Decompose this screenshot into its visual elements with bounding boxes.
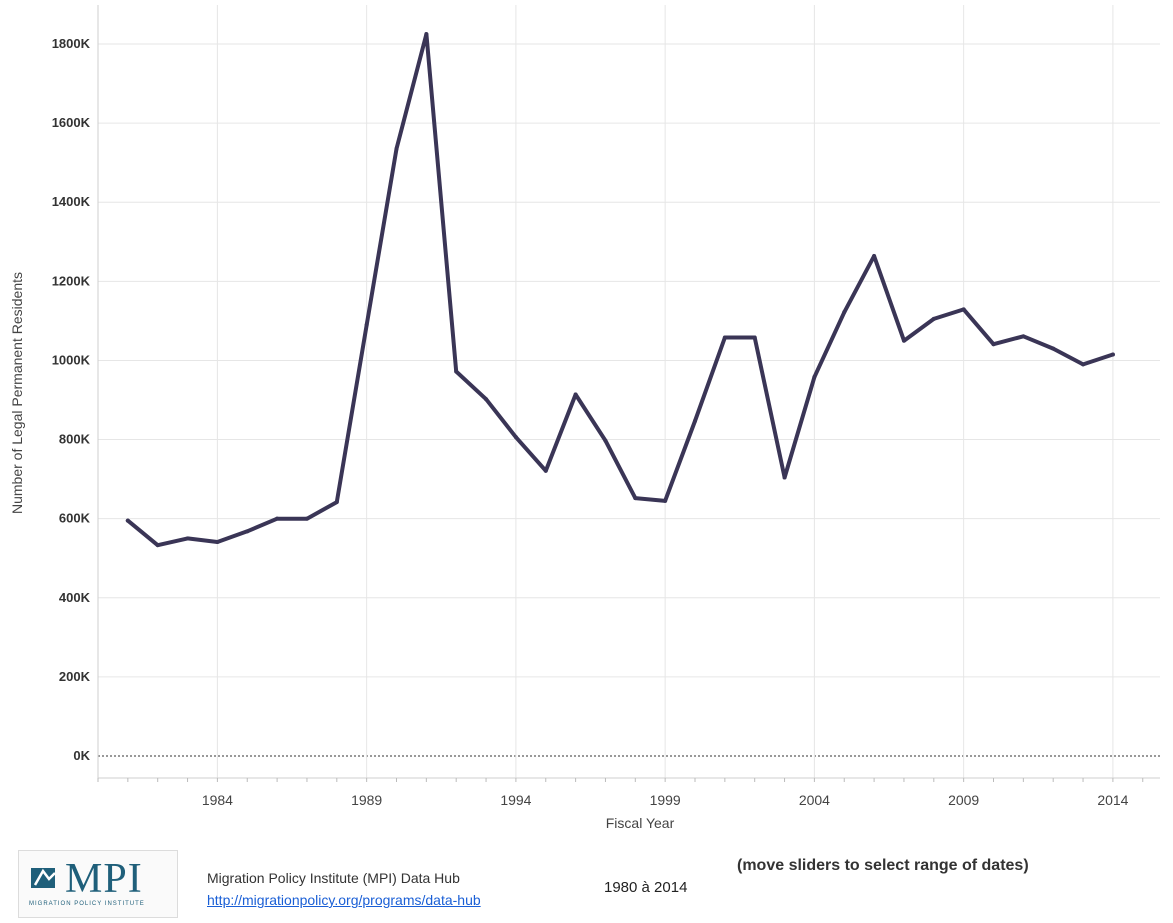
y-tick-label: 1200K: [52, 273, 91, 288]
data-point: [513, 435, 518, 440]
data-point: [872, 254, 877, 259]
data-point: [394, 146, 399, 151]
data-point: [812, 375, 817, 380]
data-point: [543, 468, 548, 473]
y-tick-label: 0K: [73, 748, 90, 763]
data-point: [304, 516, 309, 521]
data-point: [245, 529, 250, 534]
data-point: [931, 316, 936, 321]
data-point: [155, 543, 160, 548]
series: [125, 32, 1115, 548]
slider-instruction: (move sliders to select range of dates): [737, 857, 1029, 874]
footer: MPI MIGRATION POLICY INSTITUTE Migration…: [0, 848, 1173, 923]
data-point: [693, 418, 697, 423]
data-point: [424, 32, 429, 37]
y-tick-label: 1000K: [52, 352, 91, 367]
data-hub-link[interactable]: http://migrationpolicy.org/programs/data…: [207, 892, 481, 908]
x-tick-label: 1999: [650, 792, 681, 808]
data-point: [901, 338, 906, 343]
data-point: [752, 335, 757, 340]
data-point: [782, 475, 787, 480]
x-tick-label: 1994: [500, 792, 531, 808]
data-point: [275, 516, 280, 521]
data-point: [1081, 362, 1086, 367]
data-point: [842, 310, 847, 315]
date-range-readout: 1980 à 2014: [604, 879, 688, 896]
mpi-logo: MPI MIGRATION POLICY INSTITUTE: [18, 850, 178, 918]
x-tick-label: 1989: [351, 792, 382, 808]
x-tick-label: 2014: [1097, 792, 1128, 808]
gridlines: [98, 5, 1160, 778]
tick-labels: 0K 200K 400K 600K 800K 1000K 1200K 1400K 1600K 18…: [52, 36, 1129, 808]
x-tick-label: 2009: [948, 792, 979, 808]
data-point: [1110, 352, 1115, 357]
y-tick-label: 1800K: [52, 36, 91, 51]
mpi-logo-text: MPI: [65, 856, 143, 902]
mpi-logo-mark-icon: [31, 868, 56, 888]
chart: 0K 200K 400K 600K 800K 1000K 1200K 1400K 1600K 18…: [9, 5, 1160, 831]
y-axis-title: Number of Legal Permanent Residents: [9, 272, 25, 514]
data-point: [484, 397, 489, 402]
data-point: [663, 498, 668, 503]
source-name: Migration Policy Institute (MPI) Data Hu…: [207, 870, 460, 886]
data-point: [961, 307, 966, 312]
data-point: [573, 392, 578, 397]
data-point: [185, 536, 190, 541]
x-tick-label: 1984: [202, 792, 233, 808]
y-tick-label: 200K: [59, 669, 91, 684]
x-tick-label: 2004: [799, 792, 830, 808]
axes: [97, 5, 1160, 782]
data-point: [125, 518, 130, 523]
y-tick-label: 1600K: [52, 115, 91, 130]
data-point: [633, 496, 638, 501]
y-tick-label: 400K: [59, 590, 91, 605]
y-tick-label: 1400K: [52, 194, 91, 209]
data-point: [454, 369, 459, 374]
data-point: [334, 500, 339, 505]
data-point: [215, 540, 220, 545]
y-tick-label: 600K: [59, 511, 91, 526]
x-axis-title: Fiscal Year: [606, 815, 675, 831]
data-point: [603, 438, 608, 443]
data-point: [364, 322, 369, 327]
series-line: [125, 32, 1115, 548]
mpi-logo-subtext: MIGRATION POLICY INSTITUTE: [29, 901, 145, 907]
data-point: [722, 335, 727, 340]
data-point: [1021, 334, 1026, 339]
data-point: [1051, 346, 1056, 351]
y-tick-label: 800K: [59, 432, 91, 447]
data-point: [991, 342, 996, 347]
